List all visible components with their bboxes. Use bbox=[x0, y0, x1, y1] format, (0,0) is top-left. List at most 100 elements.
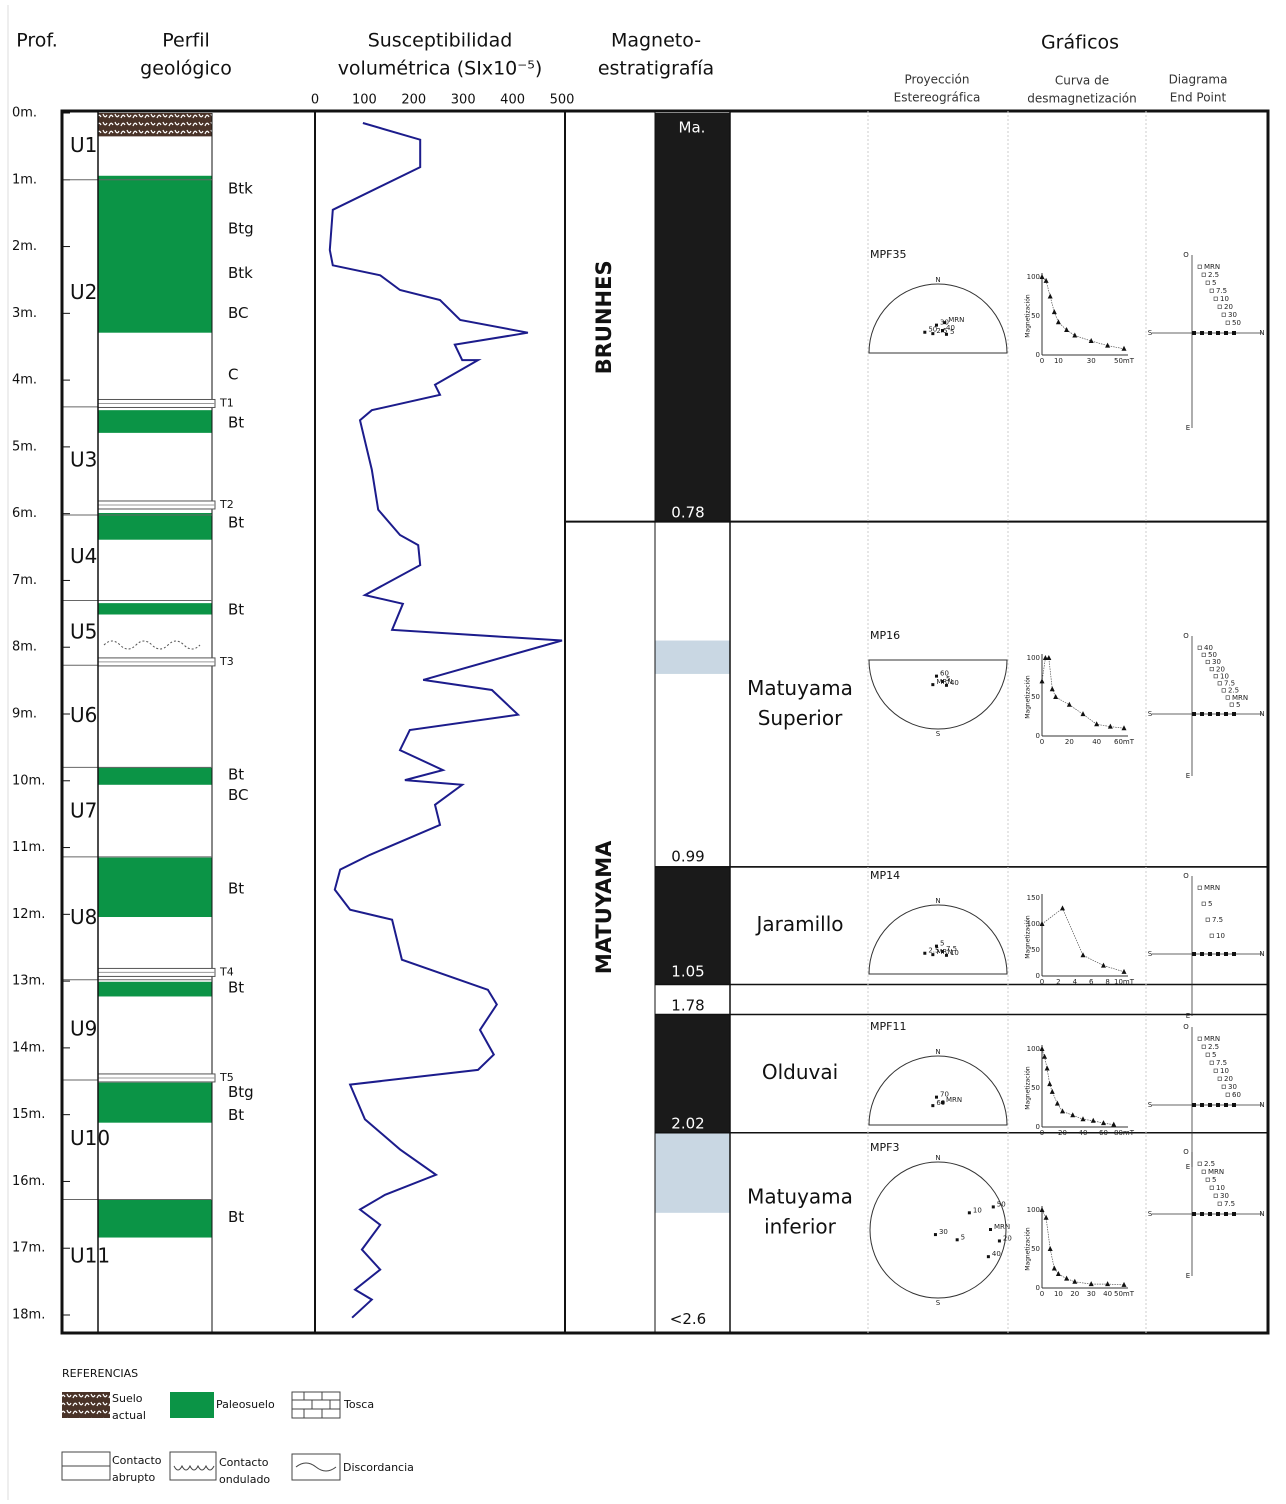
stereonet-point bbox=[935, 675, 938, 678]
endpoint-point bbox=[1192, 1212, 1196, 1216]
tosca-label: T5 bbox=[219, 1071, 234, 1084]
endpoint-axis-label: S bbox=[1148, 950, 1153, 958]
endpoint-label: 30 bbox=[1228, 311, 1237, 319]
endpoint-point bbox=[1200, 952, 1204, 956]
subchron-label: inferior bbox=[764, 1214, 837, 1238]
header-magneto: estratigrafía bbox=[598, 58, 714, 80]
unit-label: U3 bbox=[70, 447, 97, 471]
demag-xtick: 20 bbox=[1065, 738, 1074, 746]
endpoint-point bbox=[1192, 1103, 1196, 1107]
page: Perfil geológico y magnetoestratigrafía … bbox=[0, 0, 1286, 1504]
legend-label: Tosca bbox=[343, 1398, 374, 1411]
subchron-label: Superior bbox=[758, 706, 843, 730]
unit-label: U11 bbox=[70, 1244, 110, 1268]
endpoint-point bbox=[1192, 712, 1196, 716]
endpoint-point bbox=[1216, 1212, 1220, 1216]
subchron-label: Matuyama bbox=[747, 676, 853, 700]
demag-xtick: 10 bbox=[1054, 357, 1063, 365]
subchron-label: Matuyama bbox=[747, 1184, 853, 1208]
demag-xtick: 40 bbox=[1079, 1129, 1088, 1137]
header-susceptibility: Susceptibilidad bbox=[368, 30, 513, 52]
horizon-label: Btg bbox=[228, 1083, 254, 1101]
endpoint-point bbox=[1224, 1103, 1228, 1107]
endpoint-point bbox=[1224, 1212, 1228, 1216]
stereonet-point bbox=[945, 684, 948, 687]
endpoint-label: 7.5 bbox=[1212, 916, 1223, 924]
depth-tick-label: 10m. bbox=[12, 773, 45, 788]
legend-label: abrupto bbox=[112, 1471, 156, 1484]
stereonet-label: 5 bbox=[950, 328, 954, 336]
paleosol bbox=[98, 1199, 212, 1237]
header-profile: geológico bbox=[140, 58, 232, 80]
unit-label: U2 bbox=[70, 280, 97, 304]
sample-id: MPF35 bbox=[870, 248, 906, 261]
paleosol bbox=[98, 176, 212, 333]
stereonet-label: 30 bbox=[939, 1228, 948, 1236]
endpoint-axis-label: E bbox=[1186, 424, 1190, 432]
endpoint-label: 50 bbox=[1232, 319, 1241, 327]
horizon-label: BC bbox=[228, 786, 249, 804]
header-magneto: Magneto- bbox=[611, 30, 701, 52]
horizon-label: BC bbox=[228, 304, 249, 322]
demag-ytick: 100 bbox=[1027, 920, 1040, 928]
endpoint-axis-label: E bbox=[1186, 1012, 1190, 1020]
depth-tick-label: 15m. bbox=[12, 1107, 45, 1122]
stereonet-point bbox=[992, 1205, 995, 1208]
unit-label: U7 bbox=[70, 799, 97, 823]
stereonet-label: 50 bbox=[928, 326, 937, 334]
horizon-label: Bt bbox=[228, 413, 244, 431]
endpoint-point bbox=[1208, 1103, 1212, 1107]
legend-label: Paleosuelo bbox=[216, 1398, 275, 1411]
stereonet-label: 70 bbox=[940, 1091, 949, 1099]
figure: Prof. Perfil geológico Susceptibilidad v… bbox=[0, 0, 1286, 1504]
legend-label: ondulado bbox=[219, 1473, 270, 1486]
demag-xtick: 0 bbox=[1040, 1290, 1044, 1298]
endpoint-label: 7.5 bbox=[1216, 287, 1227, 295]
demag-xtick: 40 bbox=[1092, 738, 1101, 746]
legend-swatch bbox=[292, 1392, 340, 1418]
header-demag: Curva de bbox=[1055, 74, 1109, 88]
stereonet-point bbox=[945, 333, 948, 336]
endpoint-label: 30 bbox=[1228, 1083, 1237, 1091]
stereonet-point bbox=[923, 331, 926, 334]
demag-xtick: 0 bbox=[1040, 738, 1044, 746]
paleosol bbox=[98, 513, 212, 540]
endpoint-label: 10 bbox=[1216, 1184, 1225, 1192]
stereonet-point bbox=[956, 1238, 959, 1241]
stereonet-point bbox=[968, 1211, 971, 1214]
endpoint-point bbox=[1200, 712, 1204, 716]
demag-xtick: 60 bbox=[1099, 1129, 1108, 1137]
stereonet-label: 5 bbox=[940, 940, 944, 948]
unit-label: U6 bbox=[70, 703, 97, 727]
sample-id: MP14 bbox=[870, 869, 900, 882]
endpoint-point bbox=[1208, 331, 1212, 335]
endpoint-label: MRN bbox=[1208, 1168, 1224, 1176]
tosca-label: T1 bbox=[219, 396, 234, 409]
endpoint-label: MRN bbox=[1204, 263, 1220, 271]
endpoint-label: 7.5 bbox=[1224, 1200, 1235, 1208]
demag-xtick: 40 bbox=[1103, 1290, 1112, 1298]
stereonet-point bbox=[945, 954, 948, 957]
stereonet-label: 60 bbox=[936, 1099, 945, 1107]
endpoint-axis-label: S bbox=[1148, 1210, 1153, 1218]
stereonet-pole: N bbox=[935, 276, 940, 284]
depth-tick-label: 11m. bbox=[12, 840, 45, 855]
subchron-label: Jaramillo bbox=[754, 912, 843, 936]
depth-tick-label: 14m. bbox=[12, 1040, 45, 1055]
legend-label: Contacto bbox=[219, 1456, 269, 1469]
depth-tick-label: 4m. bbox=[12, 373, 37, 388]
header-depth: Prof. bbox=[16, 30, 58, 52]
stereonet-label: 40 bbox=[992, 1250, 1001, 1258]
endpoint-axis-label: O bbox=[1183, 1148, 1189, 1156]
endpoint-axis-label: N bbox=[1259, 329, 1264, 337]
header-stereo: Estereográfica bbox=[894, 91, 981, 105]
sample-id: MPF11 bbox=[870, 1020, 906, 1033]
depth-tick-label: 3m. bbox=[12, 306, 37, 321]
horizon-label: Btg bbox=[228, 220, 254, 238]
x-tick-label: 300 bbox=[451, 93, 476, 108]
endpoint-label: 5 bbox=[1212, 1176, 1216, 1184]
demag-xtick: 0 bbox=[1040, 1129, 1044, 1137]
demag-ytick: 50 bbox=[1031, 946, 1040, 954]
stereonet-point bbox=[998, 1239, 1001, 1242]
endpoint-axis-label: E bbox=[1186, 1163, 1190, 1171]
